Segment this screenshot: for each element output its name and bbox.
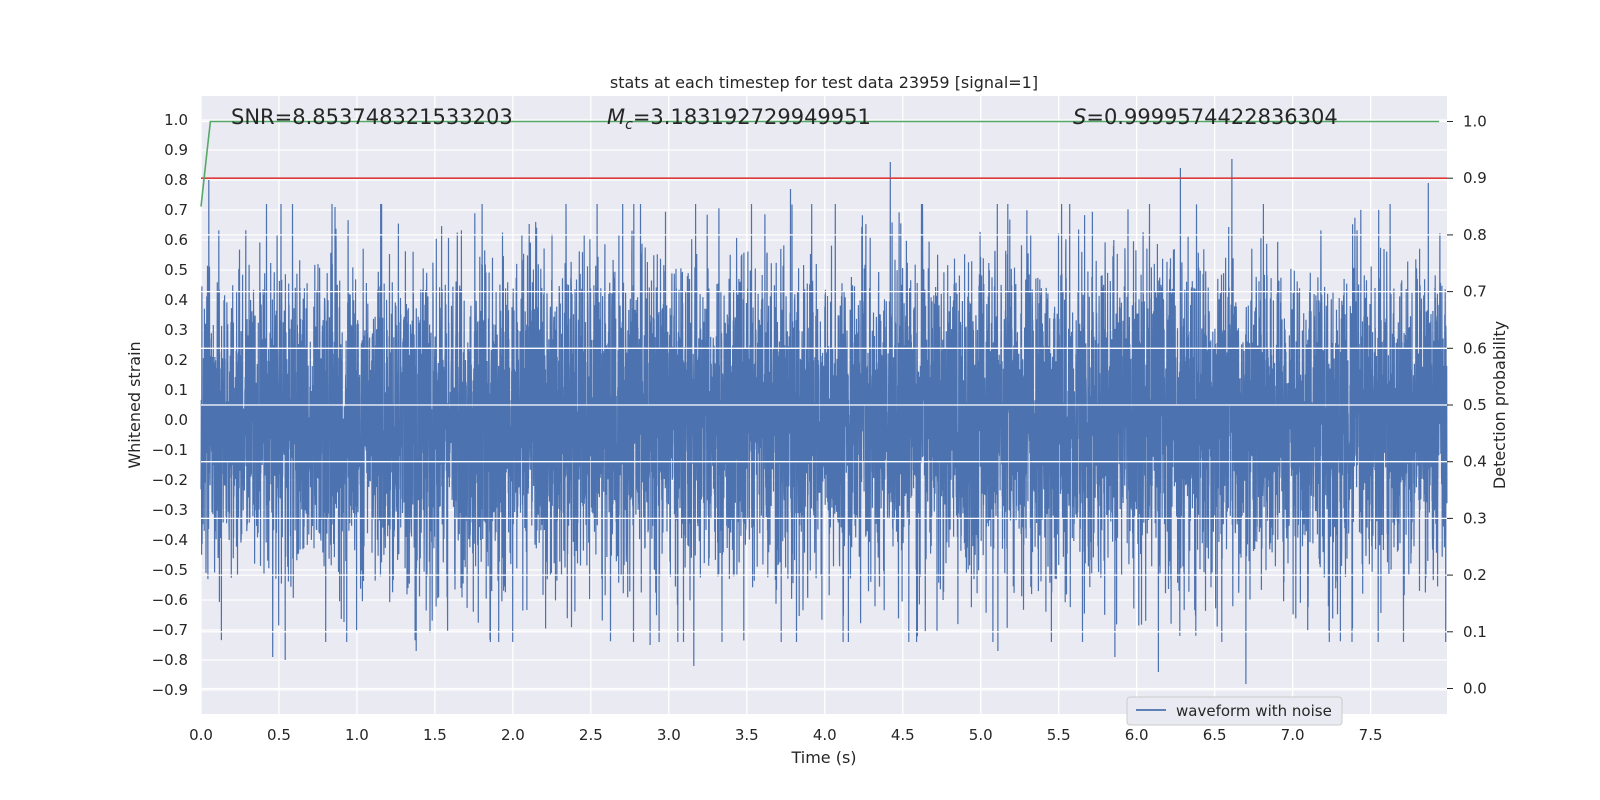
x-tick-label: 0.5 bbox=[267, 726, 291, 744]
chart-title: stats at each timestep for test data 239… bbox=[610, 73, 1038, 92]
y-left-tick-label: −0.7 bbox=[152, 621, 188, 639]
y-left-tick-label: −0.8 bbox=[152, 651, 188, 669]
y-left-axis-ticks: −0.9 −0.8 −0.7 −0.6 −0.5 −0.4 −0.3 −0.2 −0.1 0.0 0… bbox=[152, 111, 188, 699]
y-left-tick-label: 0.4 bbox=[164, 291, 188, 309]
x-tick-label: 5.0 bbox=[969, 726, 993, 744]
x-tick-label: 1.5 bbox=[423, 726, 447, 744]
y-right-axis-ticks: 0.0 0.1 0.2 0.3 0.4 0.5 0.6 0.7 0.8 0.9 1.0 bbox=[1447, 113, 1487, 697]
y-right-tick-label: 1.0 bbox=[1463, 113, 1487, 131]
y-left-tick-label: 0.1 bbox=[164, 381, 188, 399]
x-tick-label: 0.0 bbox=[189, 726, 213, 744]
y-left-tick-label: 0.5 bbox=[164, 261, 188, 279]
detection-probability-line bbox=[200, 120, 1440, 207]
x-tick-label: 5.5 bbox=[1047, 726, 1071, 744]
chirp-mass-value: =3.183192729949951 bbox=[633, 105, 871, 129]
y-right-axis-label: Detection probability bbox=[1490, 321, 1509, 489]
x-tick-label: 1.0 bbox=[345, 726, 369, 744]
x-tick-label: 3.5 bbox=[735, 726, 759, 744]
y-left-tick-label: −0.1 bbox=[152, 441, 188, 459]
chirp-mass-annotation: Mc=3.183192729949951 bbox=[607, 105, 871, 133]
y-left-tick-label: 0.7 bbox=[164, 201, 188, 219]
y-left-tick-label: −0.9 bbox=[152, 681, 188, 699]
score-annotation: S=0.9999574422836304 bbox=[1073, 105, 1338, 129]
x-tick-label: 7.0 bbox=[1281, 726, 1305, 744]
y-right-tick-label: 0.7 bbox=[1463, 283, 1487, 301]
y-left-tick-label: 0.2 bbox=[164, 351, 188, 369]
score-symbol: S bbox=[1073, 105, 1086, 129]
snr-annotation: SNR=8.853748321533203 bbox=[231, 105, 513, 129]
x-axis-label: Time (s) bbox=[790, 748, 856, 767]
x-tick-label: 4.0 bbox=[813, 726, 837, 744]
y-left-tick-label: −0.3 bbox=[152, 501, 188, 519]
chirp-mass-subscript: c bbox=[625, 117, 633, 133]
y-right-tick-label: 0.1 bbox=[1463, 623, 1487, 641]
y-left-tick-label: −0.5 bbox=[152, 561, 188, 579]
y-left-tick-label: 0.8 bbox=[164, 171, 188, 189]
y-left-axis-label: Whitened strain bbox=[125, 341, 144, 468]
y-left-tick-label: 0.3 bbox=[164, 321, 188, 339]
x-tick-label: 7.5 bbox=[1359, 726, 1383, 744]
y-right-tick-label: 0.2 bbox=[1463, 566, 1487, 584]
y-left-tick-label: 0.9 bbox=[164, 141, 188, 159]
x-tick-label: 6.5 bbox=[1203, 726, 1227, 744]
y-left-tick-label: 1.0 bbox=[164, 111, 188, 129]
x-tick-label: 2.5 bbox=[579, 726, 603, 744]
x-tick-label: 6.0 bbox=[1125, 726, 1149, 744]
y-left-tick-label: 0.6 bbox=[164, 231, 188, 249]
y-right-tick-label: 0.0 bbox=[1463, 679, 1487, 697]
x-tick-label: 2.0 bbox=[501, 726, 525, 744]
chirp-mass-symbol: M bbox=[607, 105, 625, 129]
waveform-series bbox=[200, 158, 1448, 685]
y-right-tick-label: 0.3 bbox=[1463, 509, 1487, 527]
y-right-tick-label: 0.6 bbox=[1463, 339, 1487, 357]
x-axis-ticks: 0.0 0.5 1.0 1.5 2.0 2.5 3.0 3.5 4.0 4.5 5.0 5.5 6.0 6… bbox=[189, 726, 1382, 744]
y-left-tick-label: 0.0 bbox=[164, 411, 188, 429]
x-tick-label: 3.0 bbox=[657, 726, 681, 744]
waveform-line bbox=[200, 158, 1448, 685]
y-left-tick-label: −0.4 bbox=[152, 531, 188, 549]
y-right-tick-label: 0.9 bbox=[1463, 169, 1487, 187]
legend: waveform with noise bbox=[1126, 696, 1343, 726]
y-right-tick-label: 0.5 bbox=[1463, 396, 1487, 414]
x-tick-label: 4.5 bbox=[891, 726, 915, 744]
y-right-tick-label: 0.8 bbox=[1463, 226, 1487, 244]
y-left-tick-label: −0.6 bbox=[152, 591, 188, 609]
legend-label: waveform with noise bbox=[1176, 702, 1332, 720]
y-right-tick-label: 0.4 bbox=[1463, 453, 1487, 471]
legend-box bbox=[1126, 696, 1343, 726]
score-value: =0.9999574422836304 bbox=[1086, 105, 1337, 129]
probability-series bbox=[200, 120, 1447, 690]
y-left-tick-label: −0.2 bbox=[152, 471, 188, 489]
